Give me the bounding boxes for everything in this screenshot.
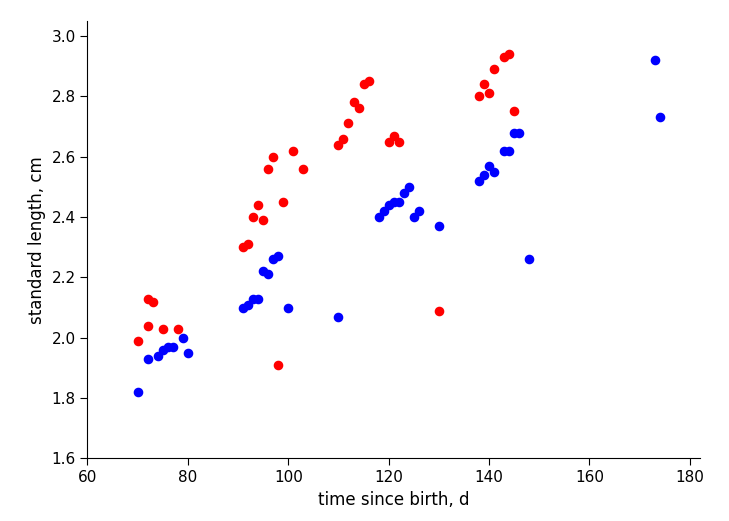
Point [498, 53, 510, 61]
Point [268, 153, 279, 161]
Point [654, 113, 666, 121]
Point [523, 255, 535, 264]
Point [172, 325, 184, 333]
Point [388, 198, 399, 206]
Point [247, 213, 259, 221]
Point [247, 294, 259, 303]
Point [373, 213, 384, 221]
Point [182, 349, 194, 357]
Point [343, 119, 354, 128]
Point [282, 303, 294, 312]
Point [142, 355, 154, 363]
Point [388, 131, 399, 140]
Point [142, 294, 154, 303]
Point [177, 333, 189, 342]
Point [242, 240, 254, 249]
Point [157, 345, 168, 354]
Point [383, 201, 394, 209]
Point [262, 165, 274, 173]
Point [488, 65, 500, 73]
Point [503, 146, 515, 155]
Point [257, 267, 269, 276]
Point [378, 207, 389, 215]
Point [498, 146, 510, 155]
Point [278, 198, 289, 206]
Point [649, 56, 660, 64]
Point [348, 98, 359, 106]
Point [478, 80, 490, 89]
Point [162, 343, 174, 351]
Point [503, 50, 515, 58]
Point [262, 270, 274, 279]
Point [353, 104, 364, 113]
Point [273, 252, 284, 260]
Point [433, 222, 445, 230]
Point [363, 77, 375, 85]
Point [157, 325, 168, 333]
Point [132, 388, 144, 396]
Point [297, 165, 309, 173]
Point [287, 146, 299, 155]
Point [338, 134, 349, 143]
Point [152, 352, 163, 360]
Point [273, 361, 284, 369]
Point [332, 313, 344, 321]
Point [403, 183, 415, 191]
Point [483, 162, 495, 170]
Point [473, 177, 485, 185]
Point [132, 337, 144, 345]
Point [478, 170, 490, 179]
Point [237, 243, 249, 251]
Point [433, 306, 445, 315]
Y-axis label: standard length, cm: standard length, cm [28, 156, 46, 324]
Point [252, 294, 264, 303]
Point [393, 138, 405, 146]
Point [398, 189, 410, 197]
Point [332, 141, 344, 149]
Point [483, 89, 495, 97]
Point [242, 301, 254, 309]
Point [268, 255, 279, 264]
Point [508, 128, 520, 137]
Point [393, 198, 405, 206]
Point [513, 128, 525, 137]
Point [473, 92, 485, 101]
Point [508, 107, 520, 116]
Point [252, 201, 264, 209]
X-axis label: time since birth, d: time since birth, d [318, 491, 469, 509]
Point [167, 343, 179, 351]
Point [408, 213, 420, 221]
Point [237, 303, 249, 312]
Point [147, 297, 159, 306]
Point [413, 207, 424, 215]
Point [488, 168, 500, 176]
Point [358, 80, 370, 89]
Point [383, 138, 394, 146]
Point [142, 321, 154, 330]
Point [257, 216, 269, 224]
